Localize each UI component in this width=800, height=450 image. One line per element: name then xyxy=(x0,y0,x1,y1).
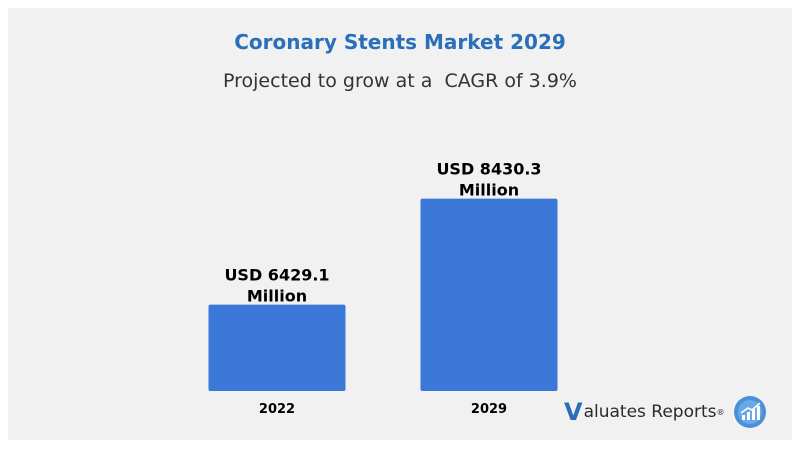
chart-subtitle: Projected to grow at a CAGR of 3.9% xyxy=(223,70,577,92)
data-label-2022-line2: Million xyxy=(247,287,307,306)
brand-initial: V xyxy=(564,398,583,426)
bar-2029 xyxy=(420,198,558,391)
bar-2022 xyxy=(208,304,346,391)
x-tick-label-2022: 2022 xyxy=(259,402,295,417)
brand-logo: V aluates Reports ® xyxy=(564,392,767,432)
data-label-2022-line1: USD 6429.1 xyxy=(224,266,329,285)
chart-growth-icon xyxy=(733,396,766,428)
brand-name: aluates Reports xyxy=(583,402,717,422)
bar-chart: USD 6429.1 Million 2022 USD 8430.3 Million 20… xyxy=(208,160,558,417)
chart-canvas: Coronary Stents Market 2029 Projected to… xyxy=(8,8,792,440)
brand-registered-mark: ® xyxy=(716,407,725,417)
data-label-2029-line1: USD 8430.3 xyxy=(436,160,541,179)
x-tick-label-2029: 2029 xyxy=(471,402,507,417)
chart-title: Coronary Stents Market 2029 xyxy=(234,30,566,54)
data-label-2029-line2: Million xyxy=(459,181,519,200)
